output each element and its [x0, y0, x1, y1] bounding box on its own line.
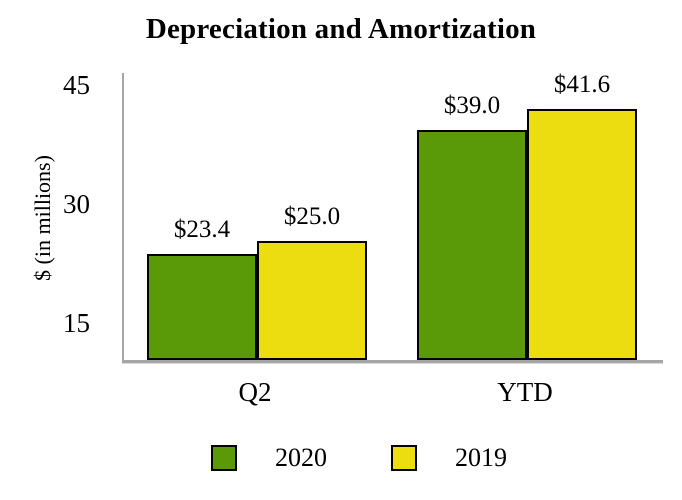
legend-item-2019: 2019 — [391, 443, 507, 473]
x-category-label: YTD — [497, 377, 553, 407]
legend-item-2020: 2020 — [211, 443, 327, 473]
bar-2020-YTD — [417, 129, 527, 360]
bar-value-label: $41.6 — [553, 71, 611, 99]
legend: 2020 2019 — [211, 443, 507, 473]
bar-value-label: $23.4 — [173, 215, 231, 243]
bar-2020-Q2 — [147, 253, 257, 360]
legend-swatch-2019 — [391, 445, 417, 471]
legend-label: 2019 — [455, 443, 507, 472]
bar-value-label: $25.0 — [283, 202, 341, 230]
plot-area: $23.4 $25.0 $39.0 $41.6 — [122, 71, 663, 363]
y-tick-label: 15 — [63, 308, 90, 339]
bar-2019-YTD — [527, 109, 637, 360]
y-tick-label: 30 — [63, 189, 90, 220]
bar-2019-Q2 — [257, 240, 367, 360]
y-tick-label: 45 — [63, 70, 90, 100]
legend-swatch-2020 — [211, 445, 237, 471]
bar-value-label: $39.0 — [443, 91, 501, 119]
x-category-label: Q2 — [238, 377, 272, 407]
chart-title: Depreciation and Amortization — [145, 13, 537, 45]
legend-label: 2020 — [275, 443, 327, 472]
